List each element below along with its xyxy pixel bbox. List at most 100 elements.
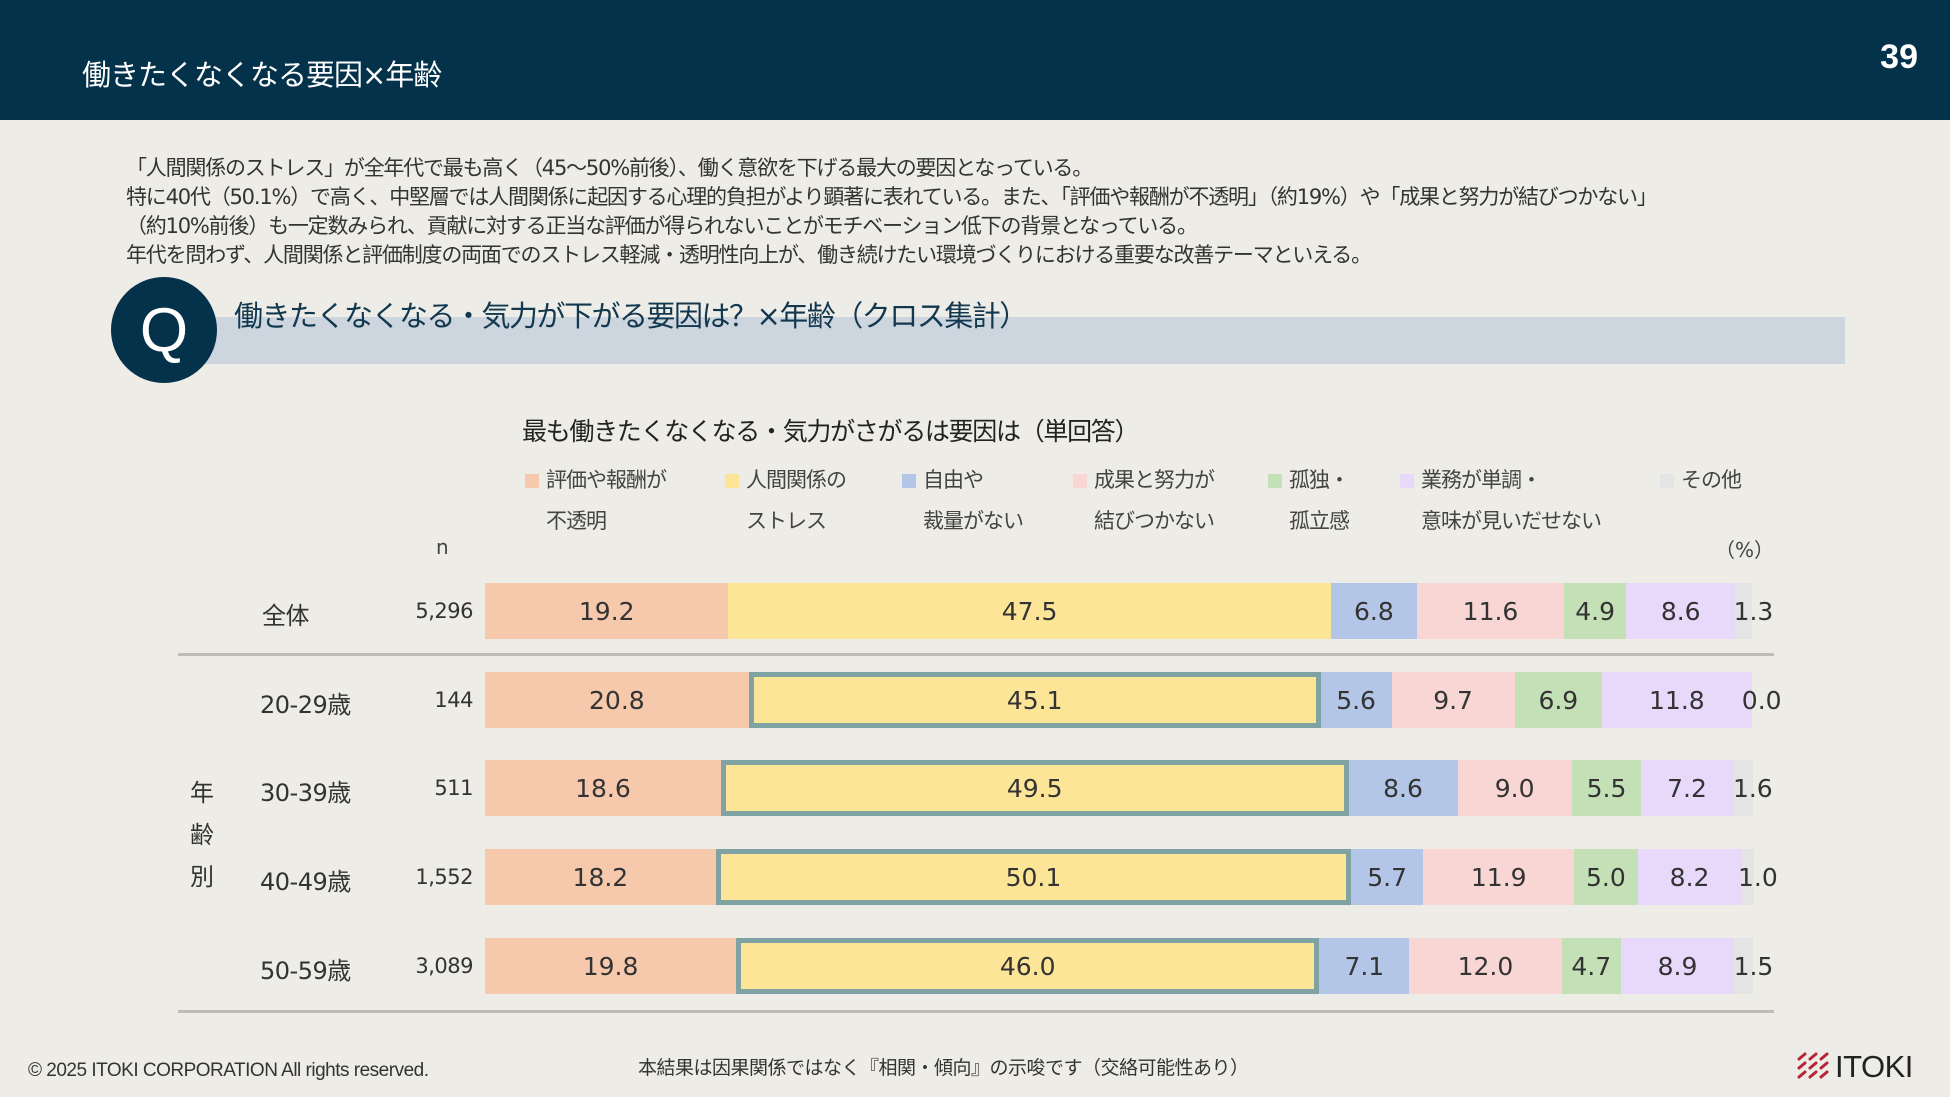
bar-segment: 8.9 [1621,938,1734,994]
bar-value-label: 12.0 [1457,951,1514,981]
bar-segment: 1.0 [1738,849,1778,905]
bar-segment: 6.8 [1330,583,1417,639]
summary-text: 「人間関係のストレス」が全年代で最も高く（45～50%前後）、働く意欲を下げる最… [126,154,1658,270]
bar-segment: 46.0 [736,938,1320,994]
bar-value-label: 1.6 [1732,773,1773,803]
divider [178,653,1774,656]
bar-segment: 1.5 [1734,938,1773,994]
bar-value-label: 9.0 [1494,773,1535,803]
legend-swatch-icon [725,474,739,488]
legend-item: 業務が単調・ 意味が見いだせない [1400,460,1602,542]
bar-value-label: 45.1 [1006,685,1063,715]
legend-item: 孤独・ 孤立感 [1268,460,1350,542]
row-label: 50-59歳 [260,957,351,985]
bar-value-label: 1.5 [1733,951,1774,981]
bar-value-label: 7.2 [1667,773,1707,803]
bar-value-label: 5.5 [1586,773,1627,803]
legend-swatch-icon [1268,474,1282,488]
bar-value-label: 19.8 [582,951,639,981]
summary-line: 「人間関係のストレス」が全年代で最も高く（45～50%前後）、働く意欲を下げる最… [126,156,1093,180]
bar-segment: 19.2 [485,583,729,639]
bar-value-label: 8.9 [1657,951,1698,981]
bar-value-label: 1.0 [1738,862,1778,892]
legend-item: 人間関係の ストレス [725,460,847,542]
legend-item: 自由や 裁量がない [902,460,1024,542]
bar-segment: 18.6 [485,760,721,816]
bar-segment: 11.9 [1423,849,1575,905]
bar-value-label: 11.9 [1470,862,1527,892]
n-column-header: n [436,535,449,559]
sample-size: 5,296 [415,599,473,623]
bar-value-label: 18.2 [572,862,629,892]
bar-value-label: 6.8 [1353,596,1394,626]
legend-item: その他 [1660,460,1742,501]
bar-segment: 5.0 [1574,849,1638,905]
bar-segment: 5.5 [1571,760,1642,816]
unit-label: （%） [1715,538,1775,562]
question-badge: Q [111,277,217,383]
bar-value-label: 49.5 [1006,773,1063,803]
bar-value-label: 46.0 [999,951,1056,981]
bar-segment: 7.2 [1641,760,1733,816]
page-number: 39 [1880,38,1918,76]
bar-value-label: 5.7 [1367,862,1408,892]
question-band [205,317,1845,364]
bar-value-label: 18.6 [575,773,631,803]
bar-segment: 1.3 [1734,583,1773,639]
row-label: 30-39歳 [260,779,351,807]
bar-segment: 4.7 [1561,938,1622,994]
bar-segment: 7.1 [1319,938,1410,994]
bar-segment: 20.8 [485,672,749,728]
bar-value-label: 4.9 [1575,596,1615,626]
itoki-logo: ITOKI [1795,1049,1913,1085]
bar-segment: 5.7 [1351,849,1424,905]
bar-segment: 4.9 [1564,583,1627,639]
bar-segment: 18.2 [485,849,716,905]
bar-segment: 11.8 [1602,672,1752,728]
bar-value-label: 0.0 [1741,685,1782,715]
legend-swatch-icon [1073,474,1087,488]
bar-segment: 11.6 [1416,583,1565,639]
stacked-bar: 18.2 50.1 5.7 11.9 5.0 8.2 1.0 [485,849,1778,905]
bar-value-label: 50.1 [1005,862,1062,892]
bar-segment: 45.1 [748,672,1321,728]
sample-size: 3,089 [415,954,473,978]
bar-segment: 9.7 [1391,672,1515,728]
summary-line: 特に40代（50.1%）で高く、中堅層では人間関係に起因する心理的負担がより顕著… [126,185,1658,209]
row-label: 全体 [262,602,310,630]
age-group-label: 年 齢 別 [190,779,214,891]
bar-value-label: 4.7 [1571,951,1612,981]
bar-segment: 8.6 [1626,583,1736,639]
header-bar: 働きたくなくなる要因×年齢 39 [0,0,1950,120]
bar-value-label: 5.6 [1336,685,1376,715]
bar-value-label: 20.8 [589,685,645,715]
bar-value-label: 7.1 [1344,951,1385,981]
bar-segment: 5.6 [1320,672,1392,728]
bar-segment: 1.6 [1732,760,1773,816]
row-label: 40-49歳 [260,868,351,896]
sample-size: 1,552 [415,865,473,889]
legend-swatch-icon [1400,474,1414,488]
bar-value-label: 8.2 [1669,862,1710,892]
stacked-bar: 19.8 46.0 7.1 12.0 4.7 8.9 1.5 [485,938,1773,994]
legend-item: 成果と努力が 結びつかない [1073,460,1215,542]
footer-note: 本結果は因果関係ではなく『相関・傾向』の示唆です（交絡可能性あり） [638,1057,1249,1079]
sample-size: 144 [434,688,473,712]
logo-text: ITOKI [1835,1049,1913,1084]
bar-segment: 19.8 [485,938,737,994]
bar-segment: 9.0 [1457,760,1572,816]
bar-segment: 49.5 [720,760,1349,816]
bar-value-label: 19.2 [578,596,635,626]
copyright: © 2025 ITOKI CORPORATION All rights rese… [28,1060,429,1081]
bar-value-label: 8.6 [1660,596,1701,626]
bar-segment: 12.0 [1409,938,1562,994]
bar-segment: 8.6 [1348,760,1458,816]
bar-value-label: 1.3 [1733,596,1774,626]
bar-value-label: 6.9 [1538,685,1579,715]
stacked-bar: 19.2 47.5 6.8 11.6 4.9 8.6 1.3 [485,583,1773,639]
divider [178,1010,1774,1013]
legend-swatch-icon [902,474,916,488]
legend-swatch-icon [525,474,539,488]
bar-value-label: 47.5 [1001,596,1058,626]
bar-value-label: 8.6 [1383,773,1423,803]
